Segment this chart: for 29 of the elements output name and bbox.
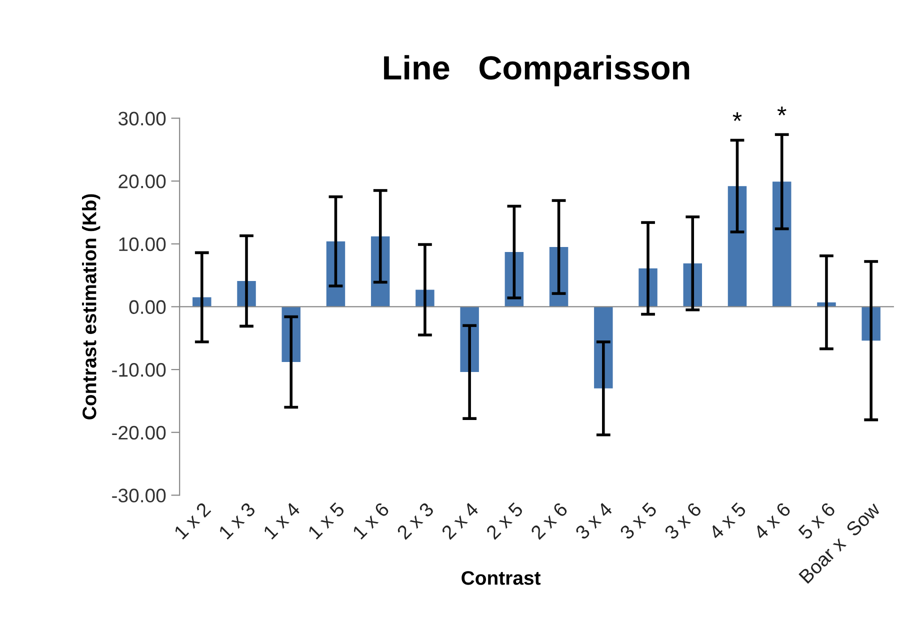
bar (772, 182, 792, 307)
x-tick-label: 5 x 6 (798, 502, 836, 540)
x-axis-title: Contrast (462, 571, 541, 585)
x-tick-label: 2 x 4 (440, 502, 480, 540)
x-tick-label: 4 x 5 (708, 502, 747, 540)
chart-title: Line Comparisson (384, 55, 690, 86)
x-tick-label: 2 x 6 (530, 502, 568, 540)
annotation: * (777, 106, 786, 116)
x-tick-label: 4 x 6 (752, 502, 792, 540)
x-tick-label: 3 x 4 (574, 502, 614, 540)
x-tick-label: 2 x 3 (396, 502, 434, 540)
y-tick-label: 0.00 (129, 300, 166, 314)
bar (728, 186, 747, 307)
annotation: * (732, 112, 742, 122)
y-tick-label: -20.00 (112, 426, 166, 440)
x-tick-label: 1 x 6 (352, 502, 390, 540)
x-tick-label: 1 x 4 (262, 502, 301, 540)
y-tick-label: -10.00 (112, 363, 166, 377)
y-tick-label: 20.00 (118, 174, 166, 188)
y-axis-title: Contrast estimation (Kb) (82, 194, 100, 420)
x-tick-label: 3 x 5 (619, 502, 658, 540)
x-tick-label: 1 x 5 (307, 502, 346, 540)
y-tick-label: 10.00 (119, 237, 166, 252)
x-tick-label: 1 x 3 (218, 502, 256, 540)
y-tick-label: -30.00 (112, 488, 166, 502)
x-tick-label: 3 x 6 (664, 502, 702, 540)
x-tick-label: 2 x 5 (485, 502, 524, 540)
y-tick-label: 30.00 (118, 112, 166, 126)
x-tick-label: 1 x 2 (174, 502, 212, 540)
